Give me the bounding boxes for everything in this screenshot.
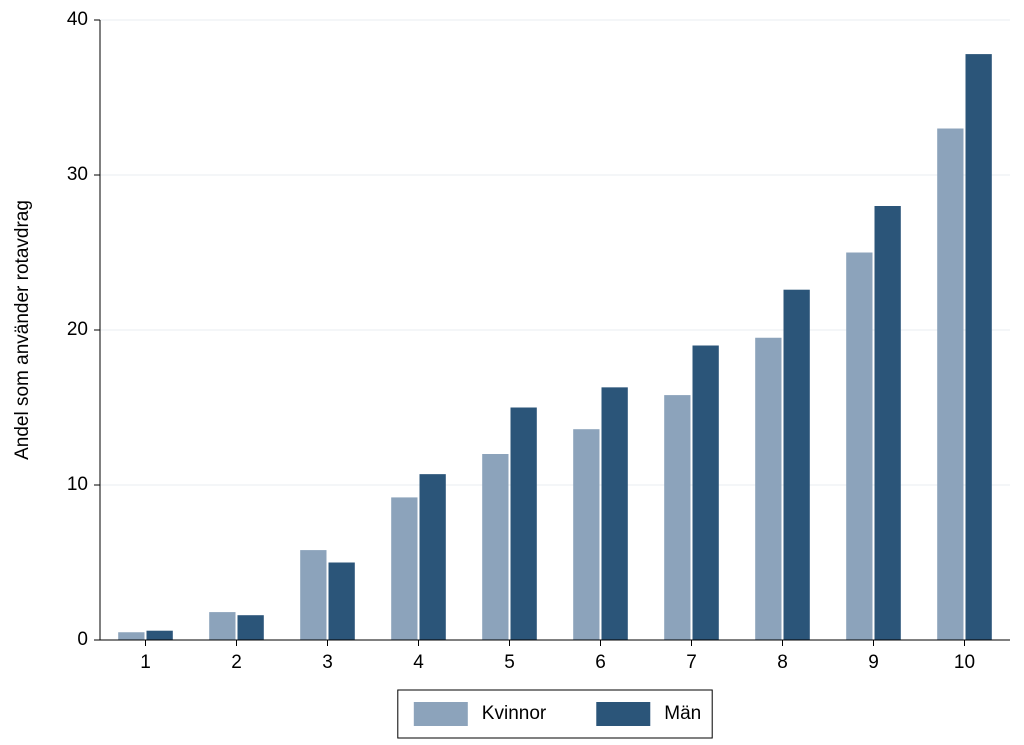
- bar-kvinnor: [482, 454, 508, 640]
- x-tick-label: 7: [686, 652, 697, 673]
- legend-label: Män: [664, 703, 701, 724]
- bar-kvinnor: [573, 429, 599, 640]
- y-tick-label: 0: [77, 629, 88, 650]
- x-tick-label: 9: [868, 652, 879, 673]
- bar-kvinnor: [391, 497, 417, 640]
- x-tick-label: 2: [231, 652, 242, 673]
- legend-label: Kvinnor: [482, 703, 547, 724]
- x-tick-label: 10: [954, 652, 975, 673]
- y-tick-label: 10: [67, 474, 88, 495]
- bar-män: [238, 615, 264, 640]
- y-tick-label: 30: [67, 164, 88, 185]
- bar-kvinnor: [937, 129, 963, 641]
- bar-män: [875, 206, 901, 640]
- y-tick-label: 20: [67, 319, 88, 340]
- legend: Kvinnor Män: [398, 690, 712, 738]
- legend-swatch: [414, 702, 468, 726]
- y-axis-title: Andel som använder rotavdrag: [12, 200, 33, 460]
- chart-svg: 0 10 20 30 40 1 2 3 4 5 6 7 8 9 10 Andel som använder r…: [0, 0, 1024, 745]
- bar-män: [602, 387, 628, 640]
- x-tick-label: 6: [595, 652, 606, 673]
- bar-kvinnor: [846, 253, 872, 641]
- legend-swatch: [596, 702, 650, 726]
- bar-kvinnor: [209, 612, 235, 640]
- x-tick-label: 4: [413, 652, 424, 673]
- bar-kvinnor: [664, 395, 690, 640]
- bar-män: [966, 54, 992, 640]
- bar-kvinnor: [755, 338, 781, 640]
- y-tick-label: 40: [67, 9, 88, 30]
- grouped-bar-chart: 0 10 20 30 40 1 2 3 4 5 6 7 8 9 10 Andel som använder r…: [0, 0, 1024, 745]
- bar-män: [420, 474, 446, 640]
- bar-män: [693, 346, 719, 641]
- x-tick-label: 8: [777, 652, 788, 673]
- x-tick-label: 5: [504, 652, 515, 673]
- x-tick-label: 1: [140, 652, 151, 673]
- bar-kvinnor: [118, 632, 144, 640]
- x-tick-label: 3: [322, 652, 333, 673]
- bar-män: [511, 408, 537, 641]
- bar-män: [329, 563, 355, 641]
- bar-män: [784, 290, 810, 640]
- bar-kvinnor: [300, 550, 326, 640]
- bar-män: [147, 631, 173, 640]
